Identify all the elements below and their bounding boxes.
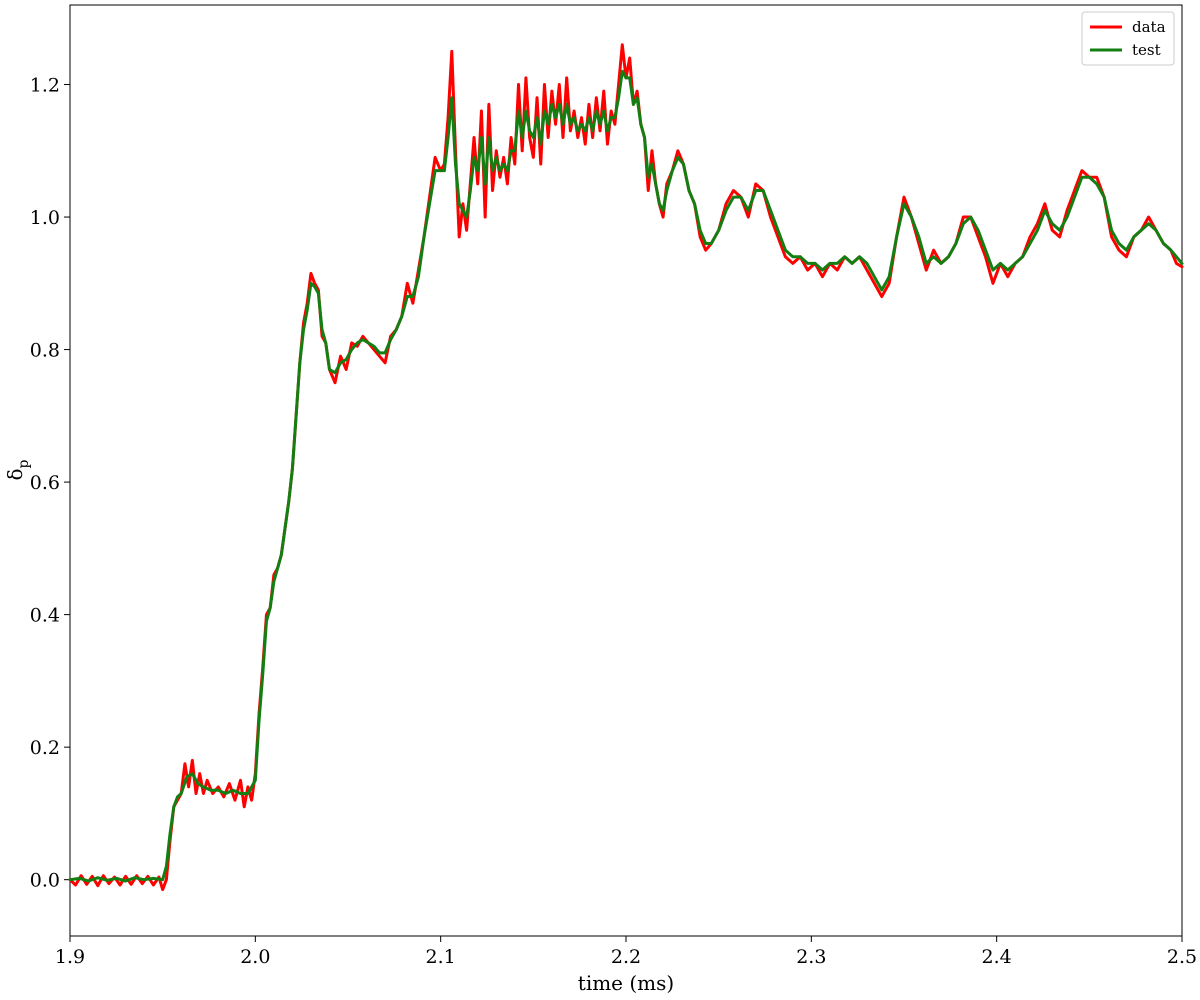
x-tick-label: 2.2 xyxy=(611,946,641,968)
series-line-test xyxy=(68,69,1184,883)
y-axis-label-main: δ xyxy=(3,468,27,480)
series-layer xyxy=(68,43,1184,892)
y-tick-label: 0.8 xyxy=(30,340,60,362)
x-axis-ticks: 1.9 2.0 2.1 2.2 2.3 2.4 2.5 xyxy=(55,936,1197,968)
legend: data test xyxy=(1081,11,1175,66)
x-tick-label: 2.1 xyxy=(426,946,456,968)
legend-box xyxy=(1081,11,1175,66)
legend-label-data: data xyxy=(1132,18,1166,36)
x-tick-label: 2.5 xyxy=(1167,946,1197,968)
y-tick-label: 0.0 xyxy=(30,870,60,892)
x-axis-label: time (ms) xyxy=(578,971,674,995)
y-axis-label-sub: p xyxy=(16,459,32,468)
series-line-data xyxy=(68,43,1184,892)
svg-text:δp: δp xyxy=(3,459,32,480)
y-axis-label: δp xyxy=(3,459,32,480)
y-axis-ticks: 0.0 0.2 0.4 0.6 0.8 1.0 1.2 xyxy=(30,75,70,892)
x-tick-label: 2.4 xyxy=(982,946,1012,968)
y-tick-label: 0.6 xyxy=(30,472,60,494)
legend-label-test: test xyxy=(1132,41,1161,59)
y-tick-label: 1.2 xyxy=(30,75,60,97)
x-tick-label: 2.3 xyxy=(796,946,826,968)
y-tick-label: 1.0 xyxy=(30,207,60,229)
x-tick-label: 2.0 xyxy=(240,946,270,968)
y-tick-label: 0.4 xyxy=(30,605,60,627)
y-tick-label: 0.2 xyxy=(30,737,60,759)
x-tick-label: 1.9 xyxy=(55,946,85,968)
